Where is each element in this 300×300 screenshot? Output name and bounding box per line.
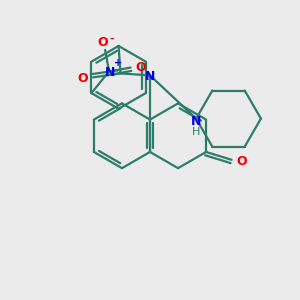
Text: -: - — [110, 34, 114, 44]
Text: O: O — [77, 72, 88, 85]
Text: O: O — [236, 155, 247, 168]
Text: N: N — [105, 66, 115, 79]
Text: +: + — [114, 58, 122, 68]
Text: N: N — [191, 115, 202, 128]
Text: N: N — [145, 70, 155, 83]
Text: O: O — [135, 61, 146, 74]
Text: O: O — [98, 35, 109, 49]
Text: H: H — [192, 127, 200, 137]
